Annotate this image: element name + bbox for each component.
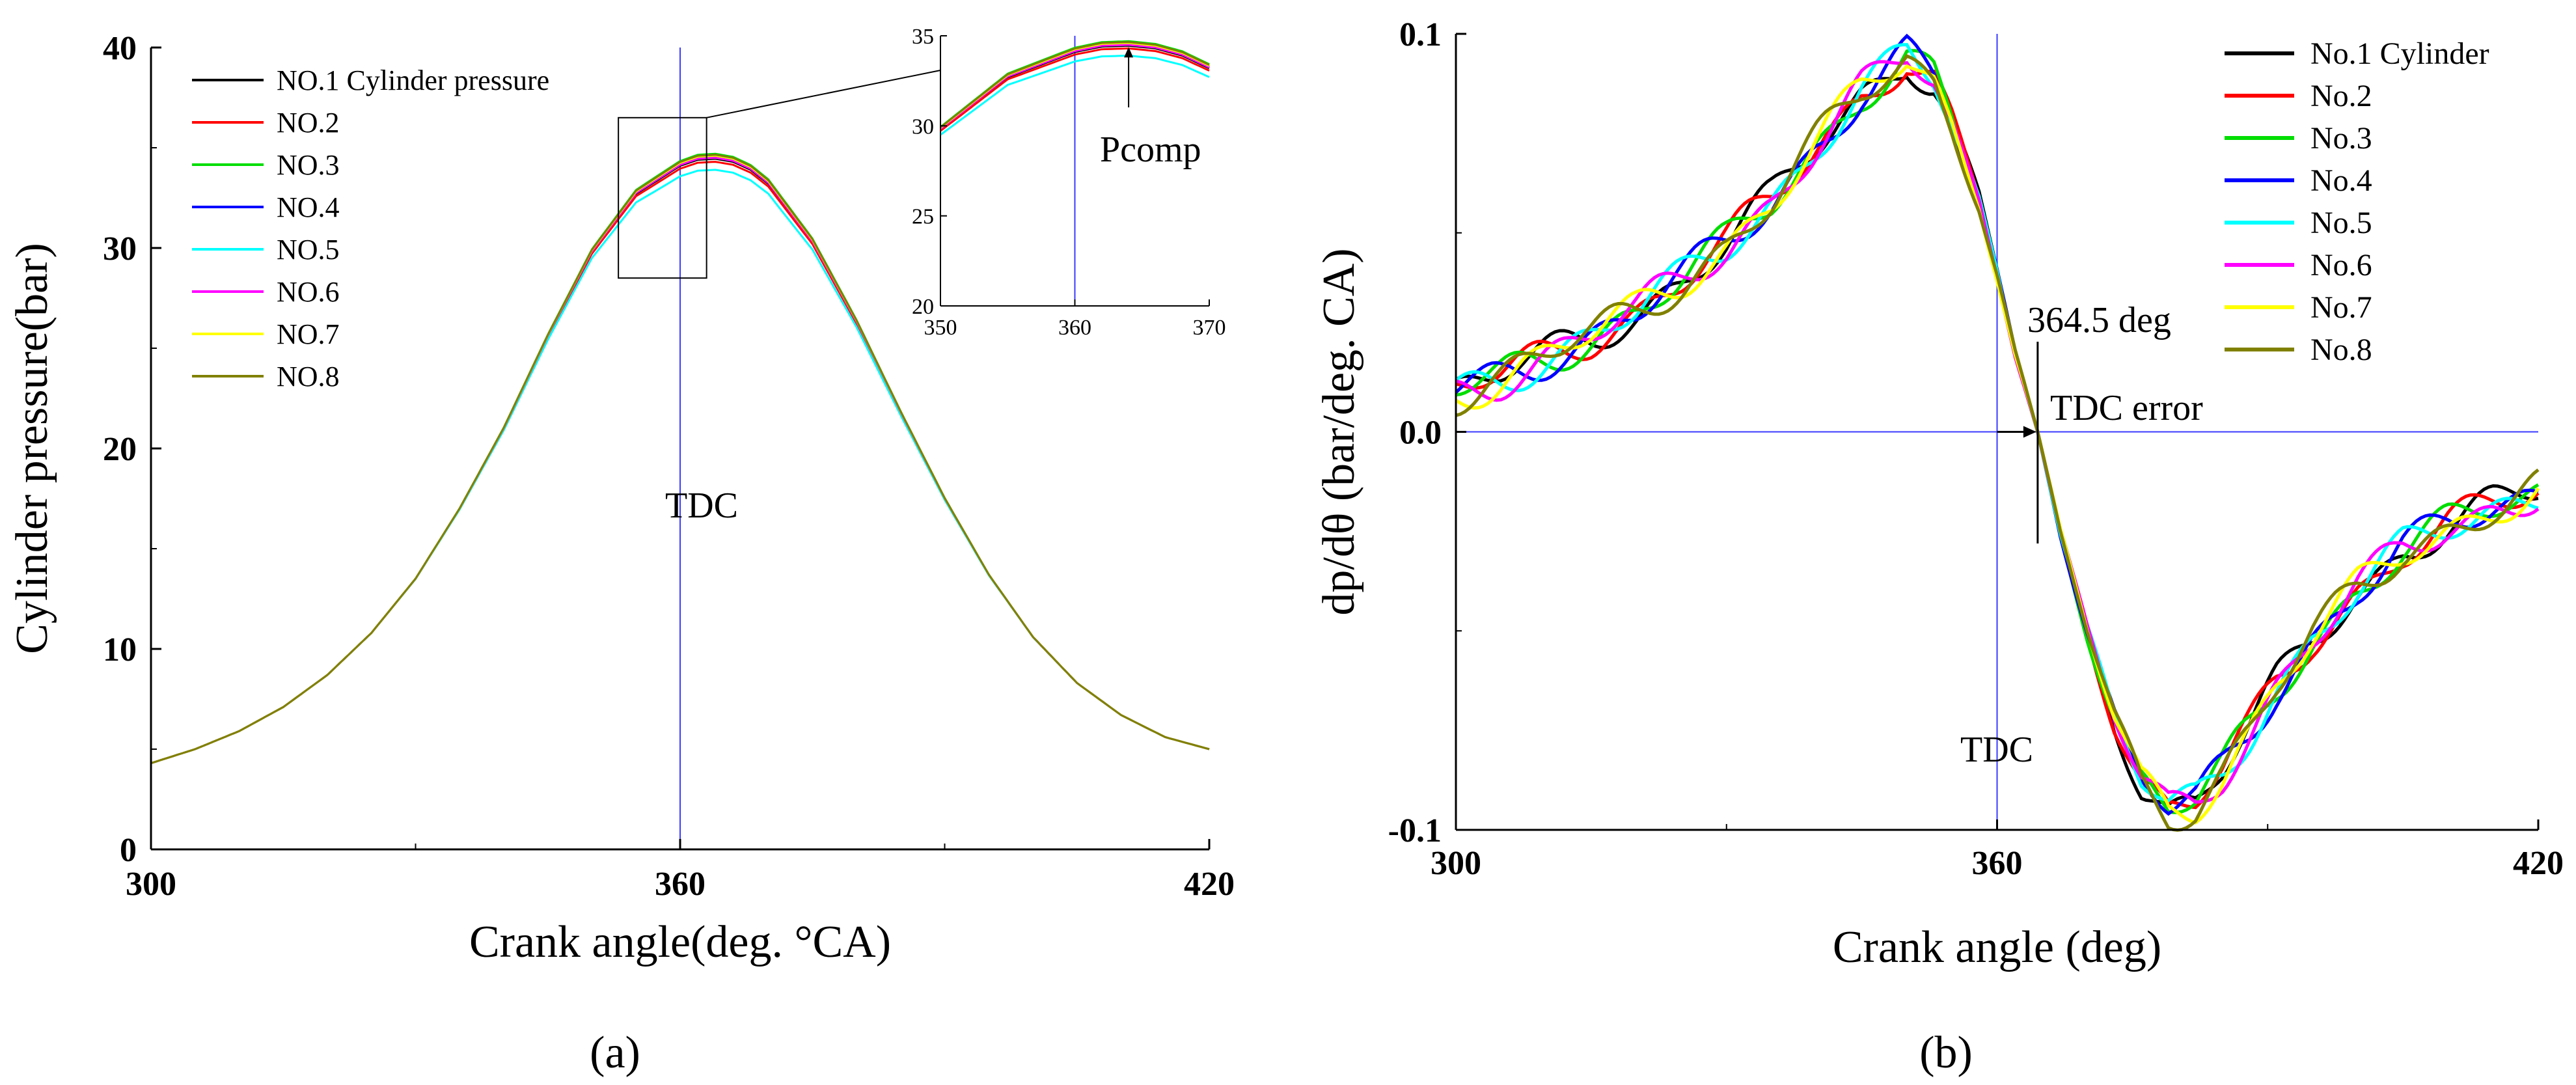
x-tick-label: 360 xyxy=(1972,845,2023,882)
legend-label-1: NO.1 Cylinder pressure xyxy=(277,64,549,96)
inset-series-line-6 xyxy=(940,44,1210,130)
tdc-annotation: TDC xyxy=(665,486,738,526)
legend-label-3: NO.3 xyxy=(277,149,340,181)
inset-y-tick-label: 20 xyxy=(912,295,934,319)
inset-x-tick-label: 370 xyxy=(1193,316,1226,340)
legend-label-5: NO.5 xyxy=(277,234,340,266)
x-tick-label: 420 xyxy=(2513,845,2564,882)
legend-label-4: NO.4 xyxy=(277,191,340,223)
pcomp-arrow-head xyxy=(1124,47,1134,58)
y-tick-label: -0.1 xyxy=(1388,812,1442,849)
x-tick-label: 420 xyxy=(1184,866,1235,903)
x-tick-label: 300 xyxy=(1431,845,1481,882)
tdc-error-arrow-head xyxy=(2023,426,2036,438)
inset-x-tick-label: 360 xyxy=(1058,316,1091,340)
x-axis-label: Crank angle (deg) xyxy=(1833,922,2161,972)
legend-label-4: No.4 xyxy=(2310,163,2372,198)
legend-label-8: NO.8 xyxy=(277,361,340,392)
tdc-annotation: TDC xyxy=(1960,730,2033,770)
legend-label-5: No.5 xyxy=(2310,206,2372,240)
legend-label-7: No.7 xyxy=(2310,290,2372,325)
series-line-8 xyxy=(1455,54,2540,832)
y-tick-label: 10 xyxy=(103,631,137,668)
chart-b: -0.1 0.0 0.1 300 360 420 Crank angle (deg) dp/d… xyxy=(1314,16,2564,1078)
y-tick-label: 20 xyxy=(103,431,137,468)
inset-series-line-8 xyxy=(940,41,1210,128)
panel-label-a: (a) xyxy=(590,1028,640,1078)
y-axis-label: dp/dθ (bar/deg. CA) xyxy=(1314,248,1364,615)
tdc-error-annotation: TDC error xyxy=(2050,388,2203,428)
inset-series-line-2 xyxy=(940,47,1210,132)
legend-label-7: NO.7 xyxy=(277,318,340,350)
series-line-8 xyxy=(150,154,1210,765)
chart-a: 0 10 20 30 40 300 360 420 Crank angle(deg. °CA) C… xyxy=(7,25,1235,1078)
x-axis-label: Crank angle(deg. °CA) xyxy=(469,917,891,967)
panel-label-b: (b) xyxy=(1919,1028,1973,1078)
y-tick-label: 0.0 xyxy=(1399,415,1442,452)
inset-y-tick-label: 35 xyxy=(912,25,934,49)
legend-label-8: No.8 xyxy=(2310,333,2372,367)
zoom-box xyxy=(618,117,707,279)
angle-annotation: 364.5 deg xyxy=(2027,300,2171,340)
pcomp-annotation: Pcomp xyxy=(1100,130,1201,170)
y-tick-label: 40 xyxy=(103,30,137,67)
legend-label-6: NO.6 xyxy=(277,276,340,308)
inset-x-tick-label: 350 xyxy=(924,316,957,340)
inset-y-tick-label: 25 xyxy=(912,205,934,229)
legend-label-3: No.3 xyxy=(2310,121,2372,156)
legend-label-2: No.2 xyxy=(2310,79,2372,113)
legend-label-1: No.1 Cylinder xyxy=(2310,36,2489,71)
inset-y-tick-label: 30 xyxy=(912,115,934,139)
legend-label-6: No.6 xyxy=(2310,248,2372,282)
x-tick-label: 360 xyxy=(655,866,706,903)
inset-series-line-5 xyxy=(940,54,1210,136)
x-tick-label: 300 xyxy=(126,866,176,903)
y-axis-label: Cylinder pressure(bar) xyxy=(7,243,57,654)
y-tick-label: 0.1 xyxy=(1399,16,1442,53)
zoom-connector xyxy=(706,70,941,118)
y-tick-label: 0 xyxy=(120,832,137,869)
legend-label-2: NO.2 xyxy=(277,107,340,139)
y-tick-label: 30 xyxy=(103,230,137,268)
